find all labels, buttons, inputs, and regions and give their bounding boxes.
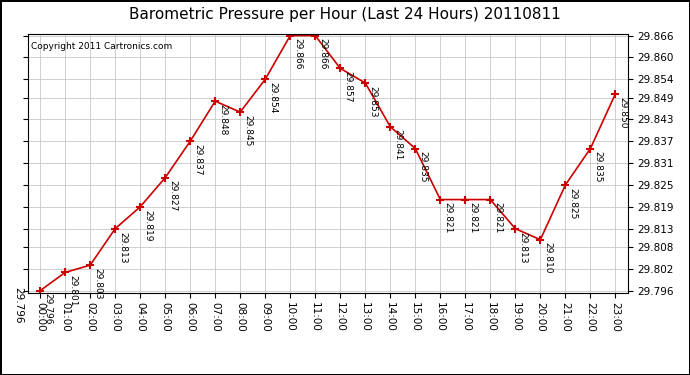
Text: 29.848: 29.848: [218, 104, 227, 135]
Text: 29.841: 29.841: [393, 129, 402, 161]
Text: 29.827: 29.827: [168, 180, 177, 212]
Text: Barometric Pressure per Hour (Last 24 Hours) 20110811: Barometric Pressure per Hour (Last 24 Ho…: [129, 8, 561, 22]
Text: 29.837: 29.837: [193, 144, 202, 176]
Text: 29.853: 29.853: [368, 86, 377, 117]
Text: 29.819: 29.819: [143, 210, 152, 241]
Text: 29.854: 29.854: [268, 82, 277, 114]
Text: 29.835: 29.835: [593, 152, 602, 183]
Text: 29.813: 29.813: [118, 231, 127, 263]
Text: 29.810: 29.810: [543, 242, 552, 274]
Text: 29.835: 29.835: [418, 152, 427, 183]
Text: 29.821: 29.821: [468, 202, 477, 234]
Text: 29.803: 29.803: [93, 268, 102, 300]
Text: 29.821: 29.821: [443, 202, 452, 234]
Text: 29.845: 29.845: [243, 115, 252, 146]
Text: 29.850: 29.850: [618, 97, 627, 128]
Text: 29.821: 29.821: [493, 202, 502, 234]
Text: 29.866: 29.866: [318, 38, 327, 70]
Text: 29.825: 29.825: [568, 188, 577, 219]
Text: 29.801: 29.801: [68, 275, 77, 307]
Text: Copyright 2011 Cartronics.com: Copyright 2011 Cartronics.com: [30, 42, 172, 51]
Text: 29.813: 29.813: [518, 231, 527, 263]
Text: 29.866: 29.866: [293, 38, 302, 70]
Text: 29.857: 29.857: [343, 71, 352, 103]
Text: 29.796: 29.796: [43, 294, 52, 325]
